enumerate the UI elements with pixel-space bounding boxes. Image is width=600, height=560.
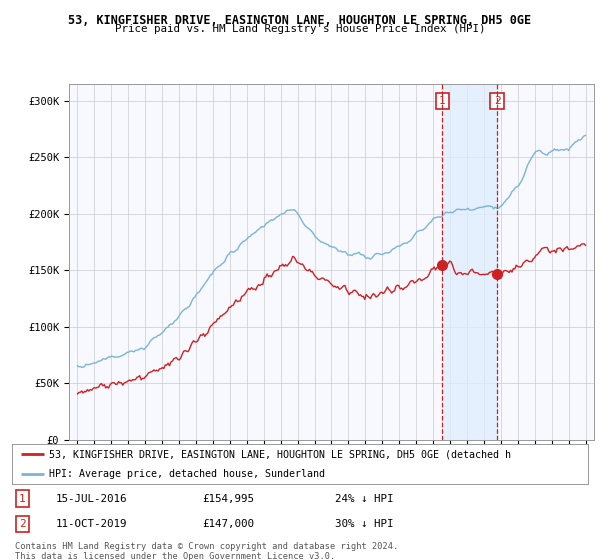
Text: Contains HM Land Registry data © Crown copyright and database right 2024.
This d: Contains HM Land Registry data © Crown c… [15, 542, 398, 560]
Text: 15-JUL-2016: 15-JUL-2016 [55, 493, 127, 503]
Text: 11-OCT-2019: 11-OCT-2019 [55, 519, 127, 529]
Text: Price paid vs. HM Land Registry's House Price Index (HPI): Price paid vs. HM Land Registry's House … [115, 24, 485, 34]
Text: 53, KINGFISHER DRIVE, EASINGTON LANE, HOUGHTON LE SPRING, DH5 0GE (detached h: 53, KINGFISHER DRIVE, EASINGTON LANE, HO… [49, 449, 511, 459]
Bar [442, 84, 497, 440]
Text: £147,000: £147,000 [202, 519, 254, 529]
Text: 24% ↓ HPI: 24% ↓ HPI [335, 493, 393, 503]
Text: 1: 1 [19, 493, 26, 503]
Text: 2: 2 [19, 519, 26, 529]
Text: £154,995: £154,995 [202, 493, 254, 503]
Text: 1: 1 [439, 96, 446, 106]
Text: HPI: Average price, detached house, Sunderland: HPI: Average price, detached house, Sund… [49, 469, 325, 479]
Text: 2: 2 [494, 96, 500, 106]
Text: 53, KINGFISHER DRIVE, EASINGTON LANE, HOUGHTON LE SPRING, DH5 0GE: 53, KINGFISHER DRIVE, EASINGTON LANE, HO… [68, 14, 532, 27]
Text: 30% ↓ HPI: 30% ↓ HPI [335, 519, 393, 529]
